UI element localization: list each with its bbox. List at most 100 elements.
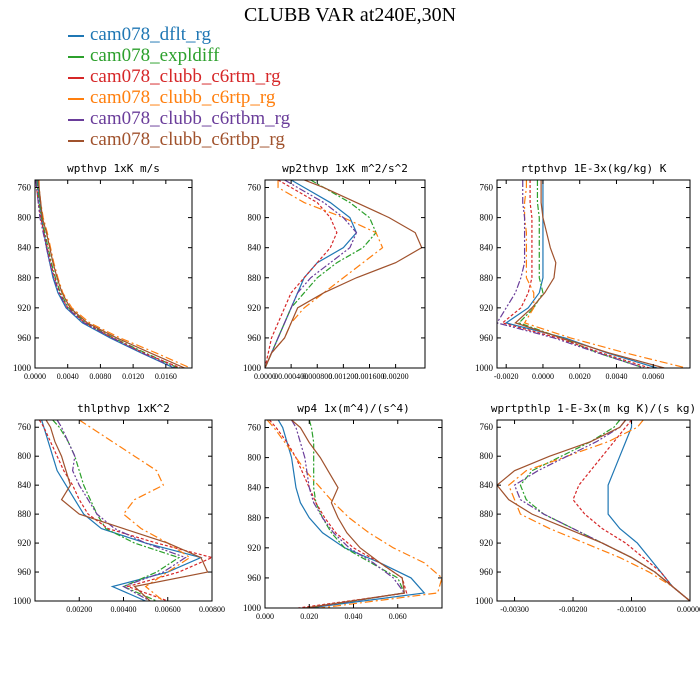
chart-frame [264, 179, 426, 369]
series-line [501, 180, 650, 368]
chart-panel: thlpthvp 1xK^2 760 800 840 880 920 960 1000 0.00… [13, 402, 225, 614]
x-tick-label: 0.000 [256, 612, 274, 621]
y-tick-label: 760 [248, 423, 262, 433]
y-tick-label: 840 [480, 480, 494, 490]
y-tick-label: 760 [480, 183, 494, 193]
y-tick-label: 840 [248, 483, 262, 493]
y-tick-label: 880 [248, 513, 262, 523]
y-tick-label: 760 [248, 183, 262, 193]
chart-title: rtpthvp 1E-3x(kg/kg) K [521, 162, 667, 175]
y-tick-label: 840 [18, 480, 32, 490]
x-tick-label: 0.0160 [155, 372, 177, 381]
chart-frame [34, 179, 193, 369]
y-tick-label: 1000 [243, 363, 262, 373]
series-line [35, 180, 181, 368]
series-line [38, 180, 191, 368]
y-tick-label: 1000 [13, 596, 32, 606]
x-tick-label: 0.0000 [24, 372, 46, 381]
series-line [497, 180, 645, 368]
chart-panel: wp4 1x(m^4)/(s^4)76080084088092096010000… [243, 402, 443, 621]
series-line [36, 180, 179, 368]
series-line [572, 420, 690, 601]
series-line [265, 180, 384, 368]
chart-panel: wpthvp 1xK m/s76080084088092096010000.00… [13, 162, 193, 381]
x-tick-label: 0.00200 [66, 605, 92, 614]
y-tick-label: 960 [18, 567, 32, 577]
x-tick-label: 0.00200 [383, 372, 409, 381]
chart-title: wp2thvp 1xK m^2/s^2 [282, 162, 408, 175]
chart-frame [34, 419, 213, 602]
figure-title: CLUBB VAR at240E,30N [243, 4, 457, 26]
x-tick-label: -0.00100 [617, 605, 646, 614]
x-tick-label: 0.00800 [199, 605, 225, 614]
series-line [291, 420, 406, 608]
x-tick-label: 0.000800 [302, 372, 332, 381]
y-tick-label: 960 [248, 573, 262, 583]
series-line [513, 420, 690, 601]
chart-frame [496, 179, 691, 369]
legend-label: cam078_clubb_c6rtbm_rg [90, 108, 291, 129]
x-tick-label: 0.0120 [122, 372, 144, 381]
x-tick-label: 0.0040 [57, 372, 79, 381]
y-tick-label: 840 [248, 243, 262, 253]
series-line [523, 180, 687, 368]
legend-swatch [68, 140, 84, 142]
x-tick-label: 0.0060 [642, 372, 664, 381]
x-tick-label: 0.001200 [328, 372, 358, 381]
x-tick-label: -0.00200 [559, 605, 588, 614]
y-tick-label: 1000 [475, 596, 494, 606]
y-tick-label: 880 [248, 273, 262, 283]
x-tick-label: 0.020 [300, 612, 318, 621]
y-tick-label: 1000 [475, 363, 494, 373]
series-line [504, 180, 658, 368]
x-tick-label: -0.0020 [494, 372, 519, 381]
x-tick-label: 0.0020 [569, 372, 591, 381]
series-line [56, 420, 187, 601]
y-tick-label: 800 [480, 451, 494, 461]
chart-title: wpthvp 1xK m/s [67, 162, 160, 175]
y-tick-label: 760 [18, 183, 32, 193]
y-tick-label: 960 [480, 333, 494, 343]
chart-title: thlpthvp 1xK^2 [77, 402, 170, 415]
y-tick-label: 960 [18, 333, 32, 343]
x-tick-label: 00.000400 [274, 372, 308, 381]
y-tick-label: 960 [480, 567, 494, 577]
y-tick-label: 920 [480, 303, 494, 313]
chart-panel: wp2thvp 1xK m^2/s^2 760 800 840 880 920 960 100… [243, 162, 426, 381]
series-line [308, 420, 406, 608]
series-line [45, 420, 209, 601]
series-line [514, 180, 665, 368]
chart-panel: wprtpthlp 1-E-3x(m kg K)/(s kg) 760 800 840… [475, 402, 700, 614]
legend-swatch [68, 119, 84, 121]
y-tick-label: 960 [248, 333, 262, 343]
y-tick-label: 800 [18, 451, 32, 461]
legend-label: cam078_clubb_c6rtm_rg [90, 66, 281, 87]
legend-label: cam078_expldiff [90, 45, 220, 66]
series-line [265, 180, 338, 368]
y-tick-label: 880 [18, 273, 32, 283]
x-tick-label: 0.00400 [111, 605, 137, 614]
chart-title: wprtpthlp 1-E-3x(m kg K)/(s kg) [491, 402, 696, 415]
y-tick-label: 880 [480, 273, 494, 283]
chart-frame [264, 419, 443, 609]
series-line [38, 420, 212, 601]
x-tick-label: 0.0000 [254, 372, 276, 381]
y-tick-label: 1000 [13, 363, 32, 373]
x-tick-label: 0.060 [389, 612, 407, 621]
y-tick-label: 920 [18, 303, 32, 313]
legend-swatch [68, 77, 84, 79]
series-line [37, 180, 185, 368]
y-tick-label: 800 [248, 453, 262, 463]
series-line [36, 180, 175, 368]
legend-swatch [68, 35, 84, 37]
y-tick-label: 840 [18, 243, 32, 253]
series-line [519, 420, 690, 601]
chart-frame [496, 419, 691, 602]
y-tick-label: 880 [18, 509, 32, 519]
y-tick-label: 920 [248, 543, 262, 553]
y-tick-label: 760 [18, 422, 32, 432]
y-tick-label: 800 [480, 213, 494, 223]
legend-swatch [68, 56, 84, 58]
series-line [497, 420, 690, 601]
